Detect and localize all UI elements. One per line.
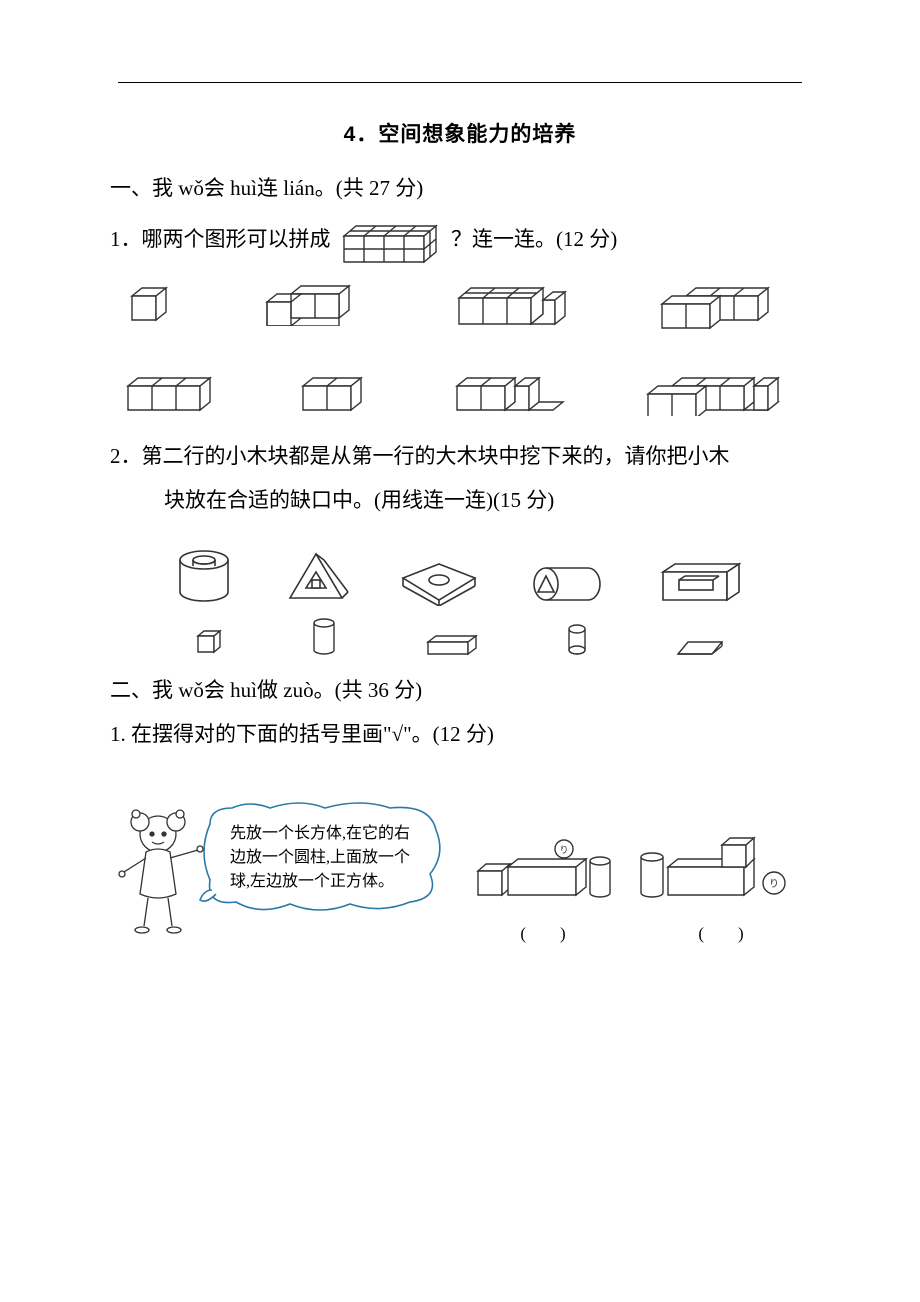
bubble-line1: 先放一个长方体,在它的右 [230,824,410,842]
svg-text:り: り [559,845,568,855]
small-capsule-icon [565,622,589,658]
diamond-hole-icon [397,558,481,606]
shape-1x3-icon [118,372,228,416]
shape-single-cube-icon [118,280,178,332]
hollow-cylinder-icon [173,548,235,606]
arrangement-b-icon: り ( ) [636,809,806,944]
q1-suffix: ？连一连。(12 分) [451,227,617,251]
shape-2plus1-icon [447,372,577,416]
bubble-line3: 球,左边放一个正方体。 [230,872,394,890]
triangle-hole-icon [282,548,350,606]
svg-text:り: り [769,878,779,890]
q2-line2: 块放在合适的缺口中。(用线连一连)(15 分) [164,478,810,522]
q1-row-top [118,280,802,332]
q2-line1: 2．第二行的小木块都是从第一行的大木块中挖下来的，请你把小木 [110,434,810,478]
top-rule [118,82,802,83]
shape-l3-icon [253,280,373,332]
target-shape-icon [336,216,446,266]
worksheet-page: 4．空间想象能力的培养 一、我 wǒ会 huì连 lián。(共 27 分) 1… [0,0,920,1302]
section2-heading: 二、我 wǒ会 huì做 zuò。(共 36 分) [110,668,810,712]
small-cube-icon [192,626,226,658]
sec2-figure: 先放一个长方体,在它的右 边放一个圆柱,上面放一个 球,左边放一个正方体。 [110,794,810,944]
arrangement-a-icon: り ( ) [468,809,618,944]
paren-a: ( ) [468,919,618,944]
section1-heading: 一、我 wǒ会 huì连 lián。(共 27 分) [110,166,810,210]
paren-b: ( ) [636,919,806,944]
q1-line: 1．哪两个图形可以拼成 [110,216,810,266]
small-slab-icon [422,632,482,658]
q1-prefix: 1．哪两个图形可以拼成 [110,227,331,251]
q2-row2 [150,612,770,658]
shape-2x3-step-icon [652,280,802,332]
page-title: 4．空间想象能力的培养 [110,118,810,148]
cylinder-side-tri-icon [528,562,608,606]
q2-row1 [150,536,770,606]
shape-1x2-icon [293,372,383,416]
q1-row-bottom [118,372,802,416]
box-slot-icon [655,558,747,606]
bubble-line2: 边放一个圆柱,上面放一个 [230,848,410,866]
small-cylinder-icon [309,616,339,658]
shape-2x2-1-icon [447,280,577,332]
shape-3plus2-icon [642,372,802,416]
girl-bubble-icon: 先放一个长方体,在它的右 边放一个圆柱,上面放一个 球,左边放一个正方体。 [110,794,450,944]
sec2-q1: 1. 在摆得对的下面的括号里画"√"。(12 分) [110,712,810,756]
small-prism-icon [672,636,728,658]
